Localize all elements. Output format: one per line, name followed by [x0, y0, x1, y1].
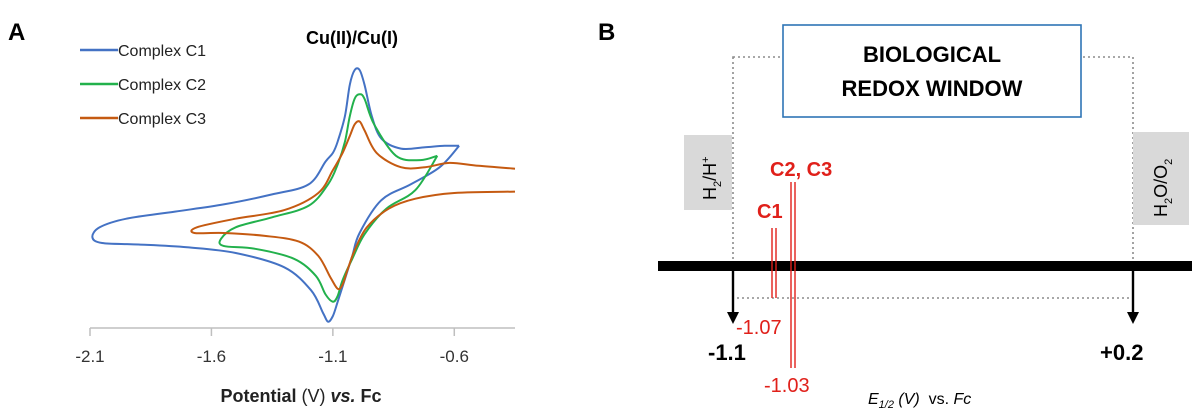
axis-caption-e-half: E1/2 (V) vs. Fc [868, 391, 971, 411]
x-axis-label: Potential (V) vs. Fc [220, 386, 381, 406]
cv-legend: Complex C1 Complex C2 Complex C3 [80, 43, 206, 128]
legend-entry-c3: Complex C3 [80, 111, 206, 128]
x-axis-label-ref: Fc [356, 386, 382, 406]
panel-b: B BIOLOGICAL REDOX WINDOW H2/H+ H2O/O2 -… [598, 19, 1192, 411]
x-tick-label: -2.1 [75, 347, 104, 366]
couple-box-left-bg [684, 135, 732, 210]
redox-window-line1: BIOLOGICAL [863, 42, 1001, 67]
x-axis-ticks: -2.1 -1.6 -1.1 -0.6 [75, 328, 469, 366]
legend-entry-c2: Complex C2 [80, 77, 206, 94]
axis-caption-unit: (V) [894, 391, 920, 408]
axis-caption-sub: 1/2 [879, 399, 894, 411]
legend-label-c1: Complex C1 [118, 43, 206, 60]
legend-entry-c1: Complex C1 [80, 43, 206, 60]
x-tick-label: -0.6 [440, 347, 469, 366]
redox-window-title-box: BIOLOGICAL REDOX WINDOW [782, 24, 1082, 118]
cv-trace-c1 [91, 67, 460, 323]
limit-label-right: +0.2 [1100, 340, 1143, 365]
panel-a: A Cu(II)/Cu(I) Complex C1 Complex C2 Com… [8, 19, 516, 406]
redox-window-line2: REDOX WINDOW [842, 76, 1023, 101]
axis-caption-fc: Fc [954, 391, 972, 408]
couple-box-right: H2O/O2 [1133, 132, 1189, 225]
marker-c1-value: -1.07 [736, 317, 782, 339]
chart-title: Cu(II)/Cu(I) [306, 28, 398, 48]
x-tick-label: -1.6 [197, 347, 226, 366]
x-tick-label: -1.1 [318, 347, 347, 366]
limit-label-left: -1.1 [708, 340, 746, 365]
x-axis: -2.1 -1.6 -1.1 -0.6 Potential (V) vs. Fc [75, 327, 515, 406]
marker-c1-label: C1 [757, 201, 783, 223]
x-axis-label-unit: (V) [296, 386, 330, 406]
axis-caption-e: E [868, 391, 879, 408]
couple-box-right-bg [1133, 132, 1189, 225]
marker-c23-value: -1.03 [764, 375, 810, 397]
marker-c23-label: C2, C3 [770, 159, 832, 181]
cv-plot-lines [91, 67, 516, 323]
panel-a-label: A [8, 19, 25, 46]
legend-label-c3: Complex C3 [118, 111, 206, 128]
marker-c1: C1 -1.07 [736, 201, 783, 339]
marker-c2-c3: C2, C3 -1.03 [764, 159, 832, 397]
legend-label-c2: Complex C2 [118, 77, 206, 94]
x-axis-label-bold: Potential [220, 386, 296, 406]
cv-trace-c3 [190, 120, 516, 291]
axis-caption-vs: vs. [920, 391, 954, 408]
x-axis-label-vs: vs. [330, 386, 355, 406]
panel-b-label: B [598, 19, 615, 46]
couple-box-left: H2/H+ [684, 135, 732, 210]
redox-window-box [782, 24, 1082, 118]
